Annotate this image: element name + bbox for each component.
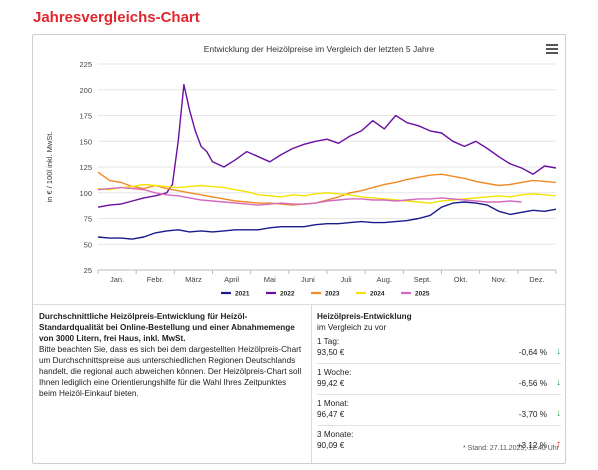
- timestamp: * Stand: 27.11.2025, 12:40 Uhr: [463, 445, 559, 452]
- price-value: 90,09 €: [317, 441, 345, 450]
- chart-title: Entwicklung der Heizölpreise im Vergleic…: [204, 44, 435, 54]
- x-tick-label: Juni: [301, 275, 315, 284]
- y-axis-label: in € / 100l inkl. MwSt.: [45, 132, 54, 203]
- period-label: 1 Tag:: [317, 337, 340, 346]
- series-line-2023: [97, 171, 557, 206]
- legend-label: 2021: [235, 291, 250, 298]
- price-change-row: 1 Monat: 96,47 € -3,70 % ↓: [317, 398, 561, 426]
- x-tick-label: Okt.: [454, 275, 468, 284]
- page-title: Jahresvergleichs-Chart: [33, 9, 200, 26]
- y-tick-label: 225: [79, 60, 92, 69]
- x-tick-label: Dez.: [529, 275, 544, 284]
- x-tick-label: März: [185, 275, 202, 284]
- arrow-up-icon: ↑: [556, 439, 561, 450]
- arrow-down-icon: ↓: [556, 408, 561, 419]
- period-label: 1 Monat:: [317, 399, 349, 408]
- y-tick-label: 25: [84, 266, 92, 275]
- price-chart: Entwicklung der Heizölpreise im Vergleic…: [45, 44, 557, 298]
- x-tick-label: Juli: [340, 275, 352, 284]
- arrow-down-icon: ↓: [556, 377, 561, 388]
- series-line-2024: [97, 183, 557, 204]
- arrow-down-icon: ↓: [556, 346, 561, 357]
- period-label: 1 Woche:: [317, 368, 352, 377]
- y-tick-label: 100: [79, 189, 92, 198]
- price-change-row: 1 Woche: 99,42 € -6,56 % ↓: [317, 367, 561, 395]
- x-tick-label: Sept.: [414, 275, 432, 284]
- y-tick-label: 175: [79, 112, 92, 121]
- y-tick-label: 200: [79, 86, 92, 95]
- column-divider: [311, 304, 312, 463]
- panel-subtitle: im Vergleich zu vor: [317, 323, 387, 332]
- price-development-panel: Heizölpreis-Entwicklung im Vergleich zu …: [317, 311, 561, 456]
- y-tick-label: 50: [84, 240, 92, 249]
- x-tick-label: Nov.: [491, 275, 506, 284]
- x-tick-label: Jan.: [110, 275, 124, 284]
- change-percent: -6,56 %: [518, 379, 547, 388]
- series-line-2025: [97, 186, 522, 206]
- x-tick-label: April: [224, 275, 239, 284]
- legend-label: 2023: [325, 291, 340, 298]
- change-percent: +3,12 %: [516, 441, 547, 450]
- chart-card: Entwicklung der Heizölpreise im Vergleic…: [32, 34, 566, 464]
- period-label: 3 Monate:: [317, 430, 354, 439]
- legend-label: 2024: [370, 291, 385, 298]
- series-line-2022: [97, 83, 557, 208]
- change-percent: -3,70 %: [518, 410, 547, 419]
- price-change-row: 1 Tag: 93,50 € -0,64 % ↓: [317, 336, 561, 364]
- description-text: Bitte beachten Sie, dass es sich bei dem…: [39, 345, 302, 398]
- section-divider: [33, 304, 565, 305]
- y-tick-label: 125: [79, 163, 92, 172]
- y-tick-label: 75: [84, 215, 92, 224]
- chart-description: Durchschnittliche Heizölpreis-Entwicklun…: [39, 311, 305, 399]
- x-tick-label: Mai: [264, 275, 276, 284]
- price-value: 96,47 €: [317, 410, 345, 419]
- description-heading: Durchschnittliche Heizölpreis-Entwicklun…: [39, 312, 295, 343]
- x-tick-label: Febr.: [147, 275, 164, 284]
- price-value: 93,50 €: [317, 348, 345, 357]
- price-value: 99,42 €: [317, 379, 345, 388]
- series-line-2021: [97, 201, 557, 240]
- x-tick-label: Aug.: [377, 275, 392, 284]
- legend-label: 2025: [415, 291, 430, 298]
- legend-label: 2022: [280, 291, 295, 298]
- panel-title: Heizölpreis-Entwicklung: [317, 312, 412, 321]
- price-change-row: 3 Monate: 90,09 € +3,12 % ↑: [317, 429, 561, 456]
- hamburger-menu-icon[interactable]: [546, 44, 558, 55]
- change-percent: -0,64 %: [518, 348, 547, 357]
- y-tick-label: 150: [79, 137, 92, 146]
